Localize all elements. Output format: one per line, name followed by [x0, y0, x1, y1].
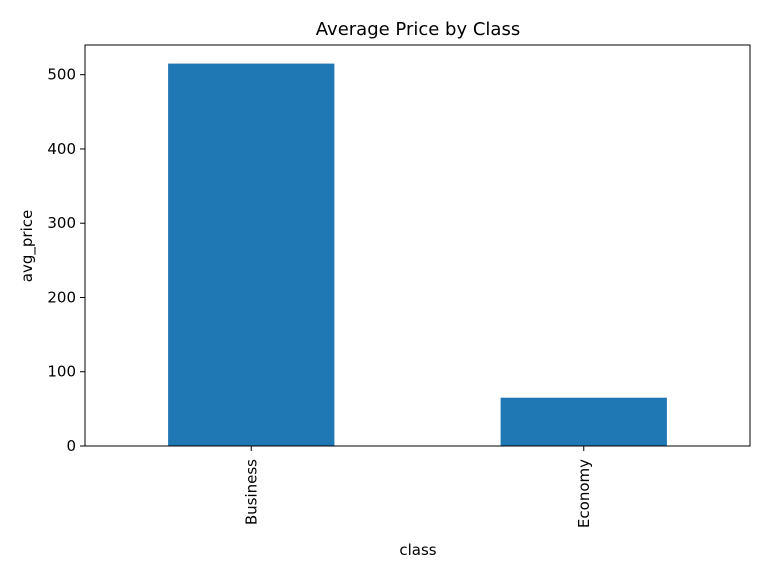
y-tick-label: 400	[47, 140, 76, 158]
plot-area: Business Economy 0 100 200 300 400 500	[47, 44, 751, 528]
y-tick-label: 100	[47, 363, 76, 381]
y-tick-label: 500	[47, 66, 76, 84]
bar-business	[168, 63, 335, 446]
x-tick-label-business: Business	[242, 459, 260, 525]
y-tick-label: 200	[47, 288, 76, 306]
chart-title: Average Price by Class	[316, 19, 520, 40]
y-tick-label: 0	[66, 437, 76, 455]
y-axis-label: avg_price	[18, 210, 37, 282]
axes-frame	[84, 44, 751, 447]
x-tick-label-economy: Economy	[575, 459, 593, 528]
x-axis-label: class	[399, 541, 436, 559]
bar-economy	[500, 397, 667, 446]
y-tick-label: 300	[47, 214, 76, 232]
